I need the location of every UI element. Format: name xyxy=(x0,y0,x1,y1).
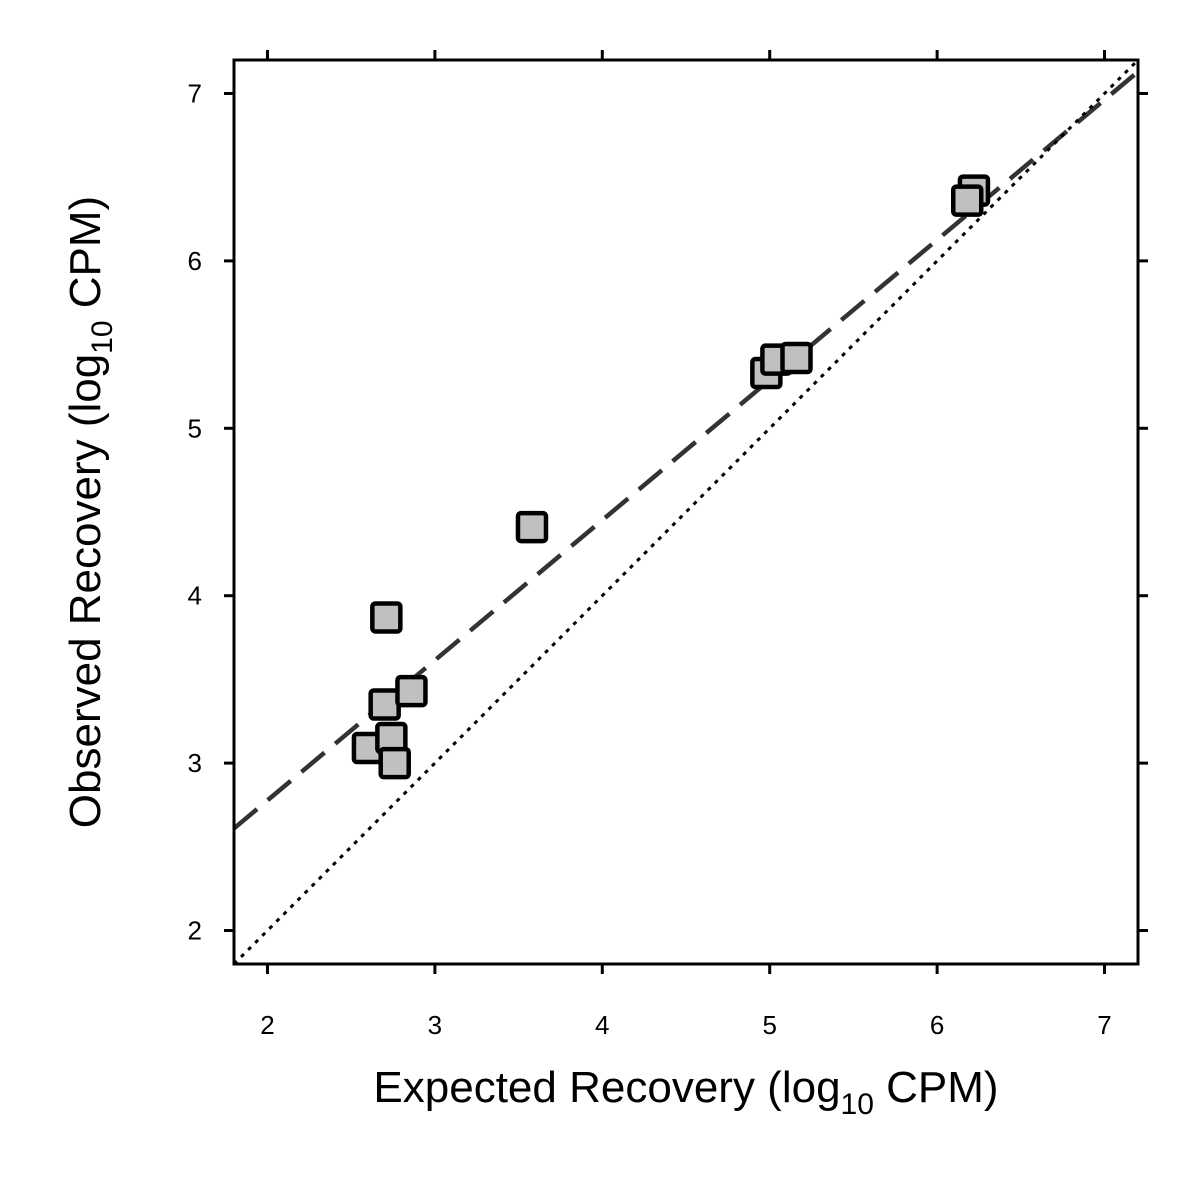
x-axis: 2 3 4 5 6 7 xyxy=(260,50,1112,1040)
plot-frame xyxy=(232,58,1140,966)
y-axis: 2 3 4 5 6 7 xyxy=(188,78,1148,946)
x-tick-label: 3 xyxy=(428,1010,442,1040)
y-tick-label: 7 xyxy=(188,78,202,108)
x-tick-label: 4 xyxy=(595,1010,609,1040)
data-point xyxy=(515,510,549,544)
x-tick-label: 2 xyxy=(260,1010,274,1040)
y-tick-label: 6 xyxy=(188,246,202,276)
data-point xyxy=(950,184,984,217)
x-axis-title-main: Expected Recovery (log xyxy=(373,1063,840,1112)
y-axis-title-unit: CPM) xyxy=(61,196,110,321)
x-tick-label: 5 xyxy=(762,1010,776,1040)
y-axis-title: Observed Recovery (log10 CPM) xyxy=(61,196,119,828)
y-tick-label: 3 xyxy=(188,748,202,778)
y-axis-title-subscript: 10 xyxy=(86,320,119,353)
x-tick-label: 6 xyxy=(930,1010,944,1040)
data-points xyxy=(351,174,991,780)
x-axis-title-unit: CPM) xyxy=(874,1063,999,1112)
identity-line xyxy=(234,60,1138,964)
data-point xyxy=(378,746,411,780)
reference-lines xyxy=(234,60,1138,964)
x-axis-title: Expected Recovery (log10 CPM) xyxy=(373,1063,998,1121)
data-point xyxy=(780,341,813,375)
x-tick-label: 7 xyxy=(1097,1010,1111,1040)
y-axis-title-main: Observed Recovery (log xyxy=(61,354,110,828)
y-tick-label: 5 xyxy=(188,413,202,443)
y-tick-label: 2 xyxy=(188,916,202,946)
data-point xyxy=(368,688,401,721)
data-point xyxy=(370,601,403,634)
x-axis-title-subscript: 10 xyxy=(841,1088,874,1121)
data-point xyxy=(395,674,428,708)
y-tick-label: 4 xyxy=(188,581,202,611)
